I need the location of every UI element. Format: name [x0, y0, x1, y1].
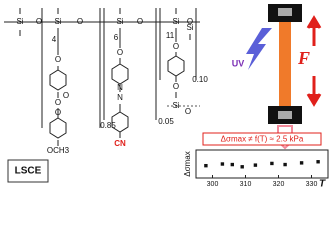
point [230, 162, 234, 167]
point [204, 163, 208, 168]
structure-label: Si [16, 17, 23, 26]
structure-label: 11 [166, 31, 175, 40]
point [316, 160, 320, 164]
brackets [41, 8, 197, 128]
point [220, 162, 225, 166]
structure-label: OCH3 [47, 146, 70, 155]
structure-label: O [55, 55, 61, 64]
force-arrow [306, 76, 322, 107]
sample [279, 22, 291, 106]
structure-label: 0.85 [100, 121, 116, 130]
force-arrow [306, 15, 322, 46]
clamp-window [278, 111, 292, 119]
point [253, 163, 258, 167]
structure-label: Si [172, 17, 179, 26]
point [283, 162, 287, 167]
ring [111, 63, 129, 85]
annotation-box [202, 132, 322, 146]
structure-label: O [173, 42, 179, 51]
structure-label: O [77, 17, 83, 26]
ring [167, 55, 185, 77]
device [246, 4, 322, 150]
x-tick-label: 300 [207, 181, 219, 188]
plot-frame [195, 149, 329, 179]
structure-label: N [117, 83, 123, 92]
structure-label: 6 [114, 33, 119, 42]
structure-label: N [117, 93, 123, 102]
x-tick-label: 310 [240, 181, 252, 188]
methyls [19, 8, 191, 40]
ring [49, 117, 67, 139]
ring [49, 69, 67, 91]
point [299, 161, 304, 165]
structure-label: O [63, 91, 69, 100]
structure [4, 8, 200, 146]
structure-label: O [55, 108, 61, 117]
figure: Si O Si O Si O Si OSi4OOOOOCH30.856ONNCN0.0511O… [4, 4, 329, 189]
structure-label: Si [172, 101, 179, 110]
structure-label: Si [186, 23, 193, 32]
point [240, 165, 244, 169]
structure-label: LSCE [15, 166, 42, 177]
annotation: Δσmax ≠ f(T) ≈ 2.5 kPa [221, 135, 304, 144]
uv-bolt [246, 28, 272, 70]
structure-label: O [36, 17, 42, 26]
x-tick-label: 330 [306, 181, 318, 188]
structure-label: UV [232, 58, 245, 68]
x-axis-label: T [319, 179, 326, 189]
structure-label: O [117, 48, 123, 57]
structure-label: CN [114, 139, 126, 148]
structure-label: O [187, 17, 193, 26]
structure-label: 4 [52, 35, 57, 44]
structure-label: O [185, 107, 191, 116]
clamp-window [278, 8, 292, 16]
structure-label: F [297, 48, 310, 68]
structure-label: O [173, 82, 179, 91]
structure-label: Si [54, 17, 61, 26]
structure-label: 0.10 [192, 75, 208, 84]
logo-box [7, 159, 49, 183]
x-tick-label: 320 [273, 181, 285, 188]
ring [111, 111, 129, 133]
structure-label: 0.05 [158, 117, 174, 126]
structure-label: O [137, 17, 143, 26]
structure-label: Si [116, 17, 123, 26]
y-axis-label: Δσmax [183, 151, 192, 176]
structure-label: O [55, 98, 61, 107]
point [270, 161, 274, 166]
